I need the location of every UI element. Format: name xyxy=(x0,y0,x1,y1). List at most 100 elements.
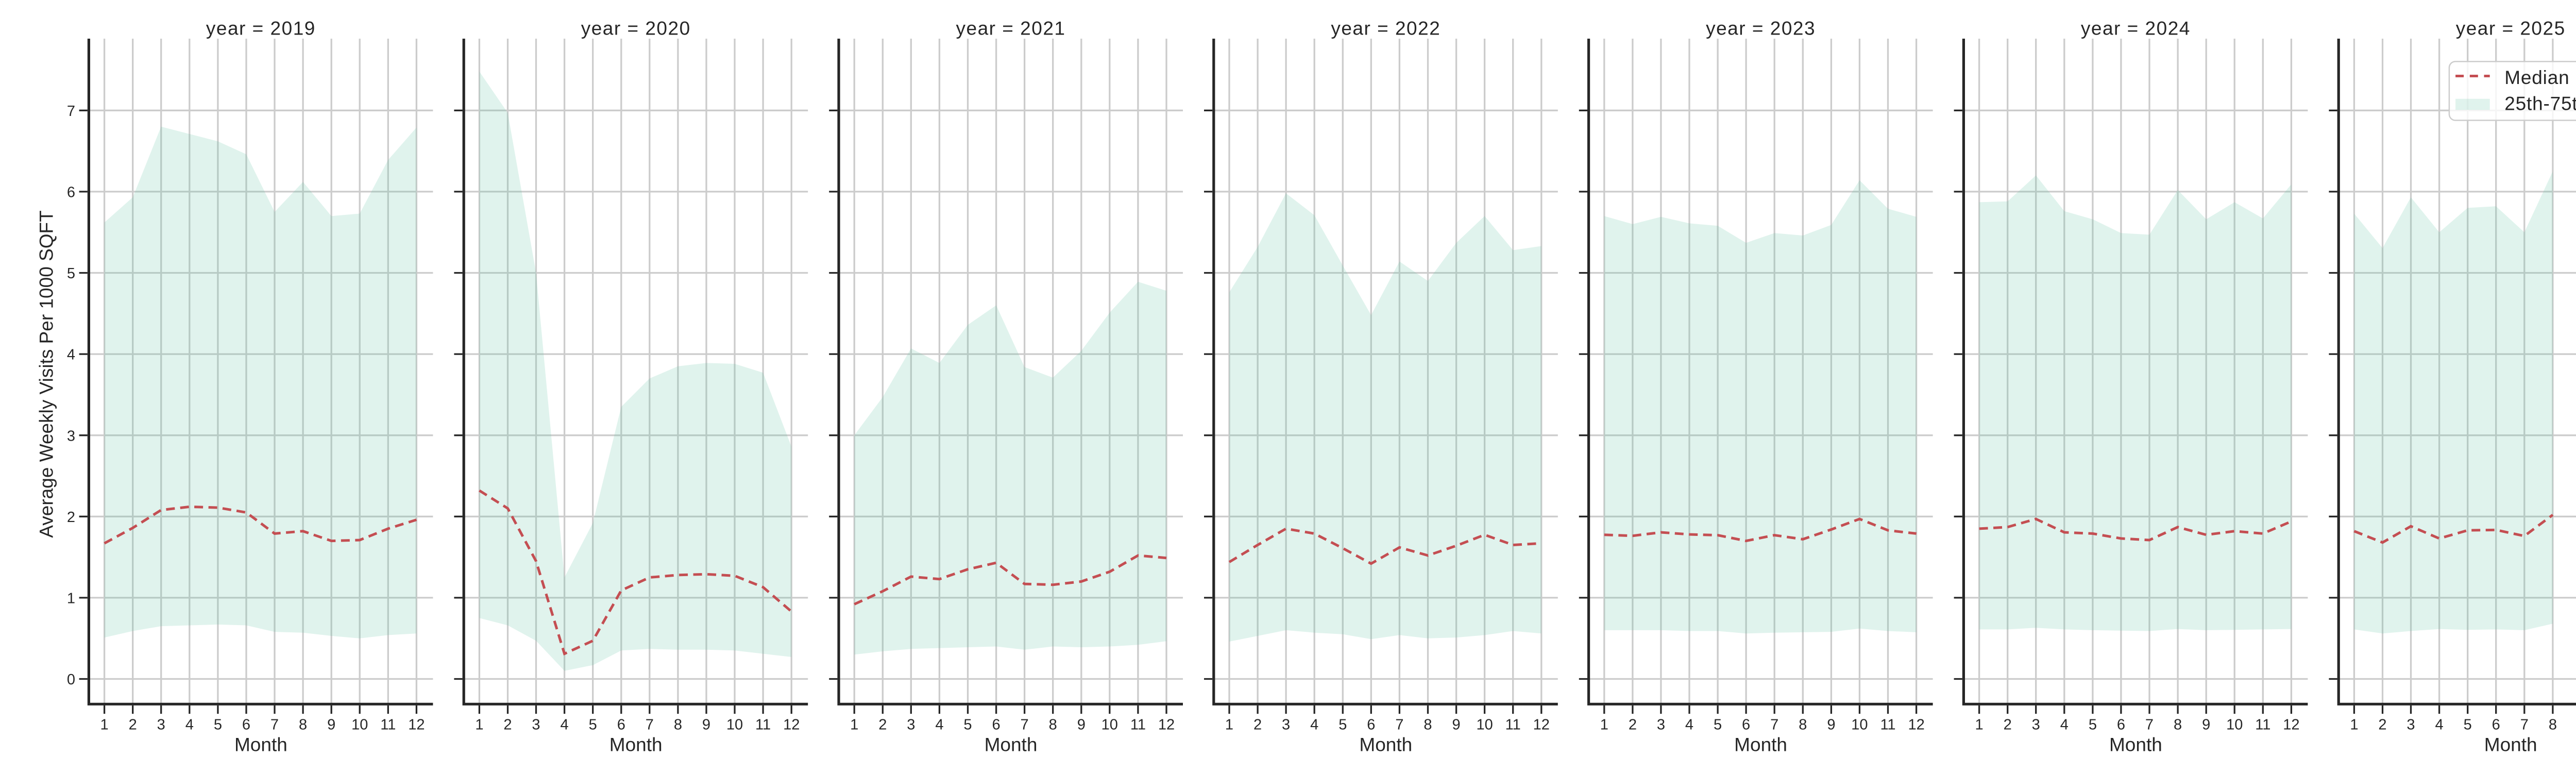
svg-text:12: 12 xyxy=(1533,717,1550,733)
svg-text:5: 5 xyxy=(2464,717,2472,733)
svg-text:11: 11 xyxy=(755,717,771,733)
svg-text:6: 6 xyxy=(67,184,75,201)
svg-text:12: 12 xyxy=(783,717,800,733)
svg-text:4: 4 xyxy=(185,717,194,733)
svg-text:9: 9 xyxy=(1077,717,1086,733)
svg-text:8: 8 xyxy=(2174,717,2182,733)
svg-text:4: 4 xyxy=(67,347,75,363)
svg-text:12: 12 xyxy=(2283,717,2299,733)
svg-text:11: 11 xyxy=(1505,717,1521,733)
svg-text:8: 8 xyxy=(299,717,307,733)
svg-text:8: 8 xyxy=(1423,717,1432,733)
svg-text:9: 9 xyxy=(1452,717,1461,733)
svg-text:7: 7 xyxy=(1395,717,1403,733)
svg-text:10: 10 xyxy=(351,717,368,733)
svg-text:6: 6 xyxy=(2117,717,2125,733)
svg-text:4: 4 xyxy=(2435,717,2444,733)
svg-text:1: 1 xyxy=(100,717,109,733)
svg-text:4: 4 xyxy=(561,717,569,733)
svg-text:1: 1 xyxy=(2350,717,2358,733)
svg-text:1: 1 xyxy=(850,717,858,733)
svg-text:year = 2024: year = 2024 xyxy=(2081,18,2191,39)
svg-text:year = 2021: year = 2021 xyxy=(956,18,1066,39)
svg-text:year = 2025: year = 2025 xyxy=(2456,18,2566,39)
svg-text:5: 5 xyxy=(67,265,75,282)
svg-text:year = 2019: year = 2019 xyxy=(206,18,316,39)
svg-text:7: 7 xyxy=(2145,717,2154,733)
svg-text:10: 10 xyxy=(1851,717,1868,733)
svg-text:8: 8 xyxy=(2549,717,2557,733)
svg-text:3: 3 xyxy=(1282,717,1290,733)
svg-text:1: 1 xyxy=(475,717,483,733)
svg-text:7: 7 xyxy=(646,717,654,733)
svg-text:2: 2 xyxy=(1253,717,1262,733)
svg-text:Month: Month xyxy=(2484,734,2537,755)
svg-text:Month: Month xyxy=(234,734,287,755)
svg-text:4: 4 xyxy=(2060,717,2069,733)
svg-text:2: 2 xyxy=(1629,717,1637,733)
svg-text:10: 10 xyxy=(1476,717,1493,733)
svg-text:Average Weekly Visits Per 1000: Average Weekly Visits Per 1000 SQFT xyxy=(36,210,57,537)
svg-text:2: 2 xyxy=(2004,717,2012,733)
svg-text:5: 5 xyxy=(963,717,972,733)
svg-text:3: 3 xyxy=(67,428,75,444)
svg-text:8: 8 xyxy=(1799,717,1807,733)
svg-text:4: 4 xyxy=(1310,717,1318,733)
svg-text:Month: Month xyxy=(1734,734,1787,755)
svg-text:25th-75th Percentile: 25th-75th Percentile xyxy=(2504,93,2576,114)
svg-text:9: 9 xyxy=(702,717,710,733)
svg-text:10: 10 xyxy=(1101,717,1118,733)
svg-text:7: 7 xyxy=(1021,717,1029,733)
svg-text:5: 5 xyxy=(2089,717,2097,733)
svg-text:6: 6 xyxy=(992,717,1001,733)
svg-text:3: 3 xyxy=(2406,717,2415,733)
svg-text:4: 4 xyxy=(1685,717,1693,733)
svg-text:5: 5 xyxy=(214,717,222,733)
svg-text:8: 8 xyxy=(674,717,682,733)
svg-text:1: 1 xyxy=(1600,717,1608,733)
svg-text:2: 2 xyxy=(2378,717,2386,733)
svg-text:3: 3 xyxy=(157,717,165,733)
svg-text:year = 2022: year = 2022 xyxy=(1331,18,1440,39)
svg-text:10: 10 xyxy=(726,717,743,733)
svg-text:6: 6 xyxy=(1367,717,1375,733)
svg-text:7: 7 xyxy=(2520,717,2529,733)
svg-text:7: 7 xyxy=(1770,717,1778,733)
svg-text:12: 12 xyxy=(1158,717,1175,733)
svg-text:6: 6 xyxy=(1742,717,1750,733)
svg-text:1: 1 xyxy=(1975,717,1984,733)
svg-text:6: 6 xyxy=(617,717,625,733)
svg-text:12: 12 xyxy=(1908,717,1924,733)
svg-text:9: 9 xyxy=(2202,717,2210,733)
svg-text:1: 1 xyxy=(67,591,75,607)
svg-text:11: 11 xyxy=(380,717,396,733)
svg-text:Median: Median xyxy=(2504,67,2569,88)
svg-text:10: 10 xyxy=(2226,717,2243,733)
svg-text:9: 9 xyxy=(327,717,335,733)
svg-text:2: 2 xyxy=(878,717,887,733)
svg-text:Month: Month xyxy=(1359,734,1412,755)
svg-text:7: 7 xyxy=(270,717,279,733)
svg-text:1: 1 xyxy=(1225,717,1233,733)
svg-text:Month: Month xyxy=(609,734,663,755)
svg-text:year = 2020: year = 2020 xyxy=(581,18,691,39)
svg-text:8: 8 xyxy=(1049,717,1057,733)
svg-text:5: 5 xyxy=(589,717,597,733)
svg-text:3: 3 xyxy=(907,717,915,733)
svg-text:2: 2 xyxy=(503,717,512,733)
svg-text:11: 11 xyxy=(1130,717,1146,733)
svg-text:3: 3 xyxy=(2032,717,2040,733)
svg-text:year = 2023: year = 2023 xyxy=(1706,18,1816,39)
svg-text:3: 3 xyxy=(1657,717,1665,733)
svg-text:5: 5 xyxy=(1714,717,1722,733)
svg-text:Month: Month xyxy=(2109,734,2162,755)
svg-text:3: 3 xyxy=(532,717,540,733)
svg-text:2: 2 xyxy=(129,717,137,733)
svg-text:7: 7 xyxy=(67,103,75,120)
svg-text:6: 6 xyxy=(242,717,250,733)
svg-text:9: 9 xyxy=(1827,717,1835,733)
svg-text:11: 11 xyxy=(1880,717,1895,733)
svg-text:6: 6 xyxy=(2492,717,2500,733)
svg-text:12: 12 xyxy=(408,717,425,733)
svg-text:Month: Month xyxy=(985,734,1038,755)
